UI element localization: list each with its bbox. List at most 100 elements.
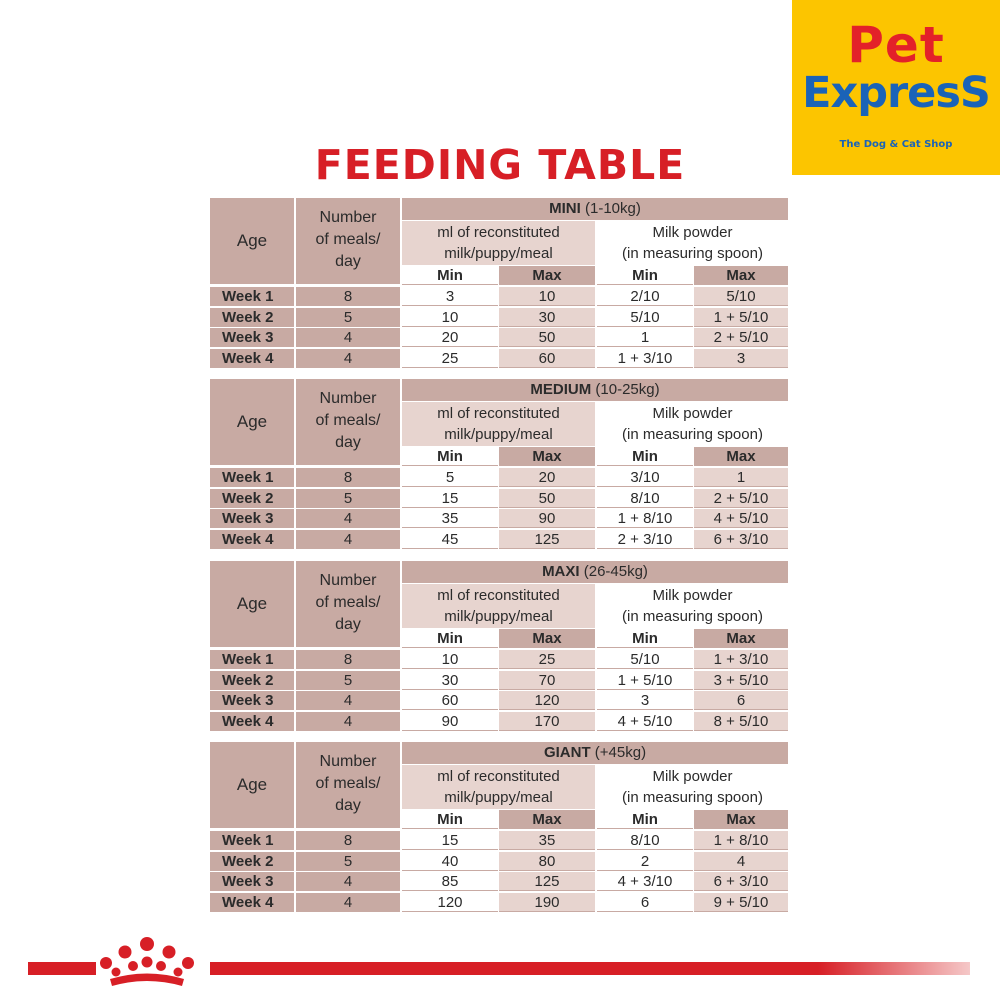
week-label: Week 4 (210, 348, 294, 368)
meals-header: Number of meals/day (296, 198, 400, 284)
ml-max-value: 10 (499, 287, 595, 306)
powder-header-line: (in measuring spoon) (622, 789, 763, 806)
powder-max-value: 6 (694, 691, 788, 710)
ml-max-header: Max (499, 629, 595, 648)
ml-header-line: ml of reconstituted (437, 405, 560, 422)
page-title: FEEDING TABLE (314, 141, 686, 189)
powder-max-value: 1 (694, 468, 788, 487)
ml-header: ml of reconstituted milk/puppy/meal (402, 221, 595, 265)
ml-max-value: 80 (499, 851, 595, 871)
meals-header: Number of meals/day (296, 561, 400, 647)
powder-min-value: 2/10 (597, 287, 693, 306)
ml-max-value: 35 (499, 831, 595, 850)
size-range: (10-25kg) (595, 381, 660, 398)
brand-bar-right (210, 962, 970, 975)
ml-min-header: Min (402, 447, 498, 466)
meals-header-line: day (335, 797, 361, 814)
age-header: Age (210, 379, 294, 465)
week-label: Week 4 (210, 892, 294, 912)
ml-max-value: 20 (499, 468, 595, 487)
powder-min-header: Min (597, 810, 693, 829)
powder-min-value: 4 + 3/10 (597, 872, 693, 891)
meals-header: Number of meals/day (296, 379, 400, 465)
powder-header: Milk powder (in measuring spoon) (597, 765, 788, 809)
powder-max-value: 4 + 5/10 (694, 509, 788, 528)
ml-min-value: 40 (402, 851, 498, 871)
meals-header-line: Number (319, 209, 377, 226)
ml-max-header: Max (499, 447, 595, 466)
ml-min-value: 120 (402, 892, 498, 912)
ml-min-value: 15 (402, 831, 498, 850)
meals-header-line: Number (319, 753, 377, 770)
meals-value: 8 (296, 468, 400, 487)
size-band: MAXI (26-45kg) (402, 561, 788, 583)
age-header: Age (210, 198, 294, 284)
powder-min-value: 2 (597, 851, 693, 871)
powder-max-value: 1 + 5/10 (694, 307, 788, 327)
powder-min-value: 8/10 (597, 488, 693, 508)
powder-max-value: 1 + 3/10 (694, 650, 788, 669)
logo-line-2: ExpresS (802, 68, 991, 118)
powder-header-line: Milk powder (652, 405, 733, 422)
ml-min-value: 90 (402, 711, 498, 731)
powder-min-value: 1 + 3/10 (597, 348, 693, 368)
age-header: Age (210, 742, 294, 828)
meals-header-line: of meals/ (315, 412, 381, 429)
ml-header-line: milk/puppy/meal (444, 245, 553, 262)
size-name: GIANT (543, 744, 591, 761)
powder-max-header: Max (694, 810, 788, 829)
ml-min-value: 15 (402, 488, 498, 508)
week-label: Week 3 (210, 328, 294, 347)
powder-min-header: Min (597, 266, 693, 285)
powder-max-header: Max (694, 447, 788, 466)
powder-min-value: 3/10 (597, 468, 693, 487)
powder-max-value: 8 + 5/10 (694, 711, 788, 731)
meals-header-line: day (335, 253, 361, 270)
powder-header-line: Milk powder (652, 224, 733, 241)
meals-value: 5 (296, 488, 400, 508)
week-label: Week 2 (210, 670, 294, 690)
ml-max-value: 125 (499, 529, 595, 549)
powder-min-value: 8/10 (597, 831, 693, 850)
powder-header-line: (in measuring spoon) (622, 245, 763, 262)
powder-min-value: 1 + 8/10 (597, 509, 693, 528)
ml-header-line: ml of reconstituted (437, 224, 560, 241)
week-label: Week 3 (210, 872, 294, 891)
week-label: Week 1 (210, 287, 294, 306)
powder-max-value: 4 (694, 851, 788, 871)
week-label: Week 4 (210, 711, 294, 731)
powder-min-value: 1 (597, 328, 693, 347)
ml-header: ml of reconstituted milk/puppy/meal (402, 402, 595, 446)
ml-min-value: 85 (402, 872, 498, 891)
ml-header-line: ml of reconstituted (437, 768, 560, 785)
powder-header-line: Milk powder (652, 768, 733, 785)
powder-max-header: Max (694, 266, 788, 285)
ml-min-header: Min (402, 810, 498, 829)
meals-value: 4 (296, 892, 400, 912)
week-label: Week 3 (210, 691, 294, 710)
ml-max-value: 50 (499, 488, 595, 508)
size-range: (+45kg) (594, 744, 647, 761)
powder-min-header: Min (597, 447, 693, 466)
ml-max-value: 170 (499, 711, 595, 731)
week-label: Week 2 (210, 488, 294, 508)
powder-min-value: 6 (597, 892, 693, 912)
ml-min-value: 25 (402, 348, 498, 368)
ml-min-value: 35 (402, 509, 498, 528)
ml-min-value: 3 (402, 287, 498, 306)
ml-min-value: 60 (402, 691, 498, 710)
ml-min-value: 5 (402, 468, 498, 487)
powder-max-value: 1 + 8/10 (694, 831, 788, 850)
ml-header-line: ml of reconstituted (437, 587, 560, 604)
meals-value: 4 (296, 691, 400, 710)
powder-max-value: 6 + 3/10 (694, 529, 788, 549)
size-band: MEDIUM (10-25kg) (402, 379, 788, 401)
week-label: Week 1 (210, 831, 294, 850)
ml-min-value: 30 (402, 670, 498, 690)
size-band: GIANT (+45kg) (402, 742, 788, 764)
ml-header-line: milk/puppy/meal (444, 426, 553, 443)
powder-header-line: Milk powder (652, 587, 733, 604)
powder-max-value: 2 + 5/10 (694, 328, 788, 347)
meals-header-line: Number (319, 390, 377, 407)
meals-header-line: of meals/ (315, 775, 381, 792)
